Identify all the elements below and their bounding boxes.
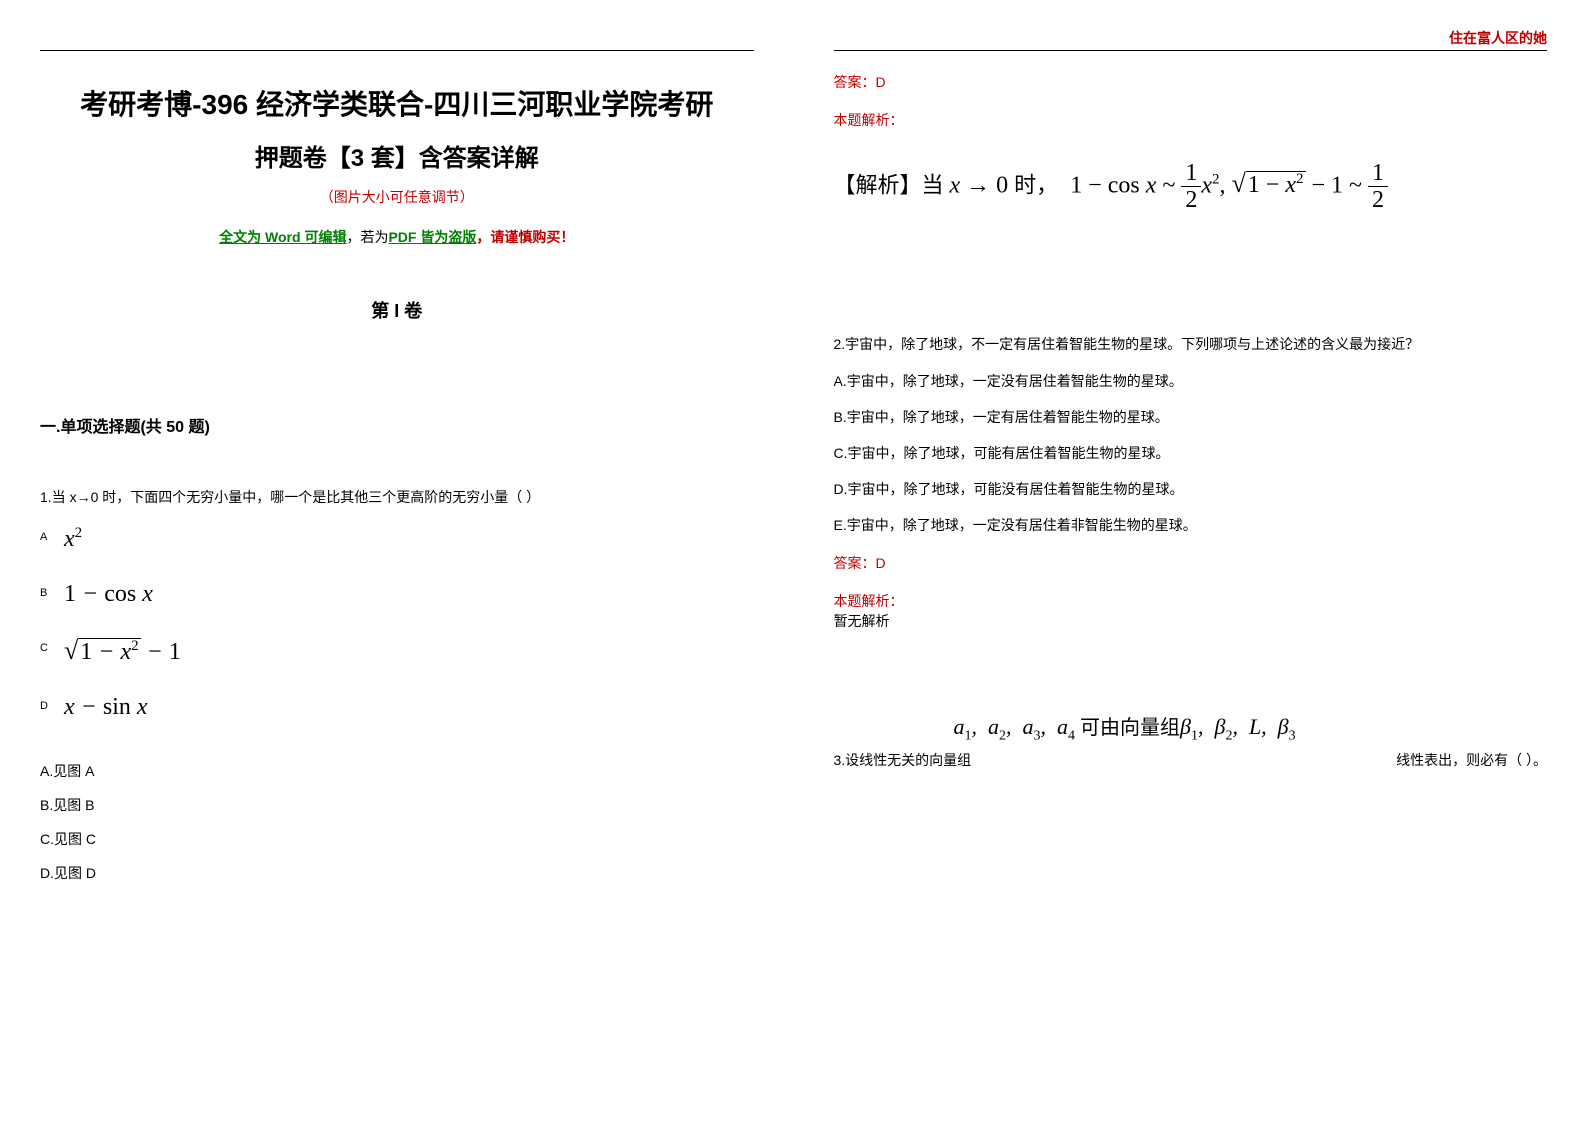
- q1-math-c: √1 − x2 − 1: [64, 636, 181, 666]
- q1-label-a: A: [40, 525, 64, 543]
- q2-opt-e: E.宇宙中，除了地球，一定没有居住着非智能生物的星球。: [834, 515, 1548, 535]
- q2-opt-b: B.宇宙中，除了地球，一定有居住着智能生物的星球。: [834, 407, 1548, 427]
- hint-mid2: ，请谨慎购买！: [476, 229, 574, 245]
- page-container: 考研考博-396 经济学类联合-四川三河职业学院考研 押题卷【3 套】含答案详解…: [0, 0, 1587, 1122]
- q1-option-b: B 1 − cos x: [40, 581, 754, 608]
- q1-textopt-d: D.见图 D: [40, 863, 754, 883]
- q1-option-a: A x2: [40, 525, 754, 553]
- q1-analysis-math: 【解析】当 x → 0 时， 1 − cos x ~ 12x2, √1 − x2…: [834, 160, 1548, 214]
- hint-word: 全文为 Word 可编辑: [219, 229, 346, 245]
- q3-vectors: a1, a2, a3, a4 可由向量组β1, β2, L, β3: [954, 711, 1548, 744]
- q1-stem: 1.当 x→0 时，下面四个无穷小量中，哪一个是比其他三个更高阶的无穷小量（ ）: [40, 487, 754, 507]
- top-rule-right: [834, 50, 1548, 51]
- q1-label-d: D: [40, 694, 64, 712]
- q1-math-a: x2: [64, 525, 82, 553]
- q1-answer: 答案：D: [834, 72, 1548, 92]
- hint-mid1: ，若为: [346, 229, 388, 245]
- q2-answer: 答案：D: [834, 553, 1548, 573]
- q1-label-c: C: [40, 636, 64, 654]
- q1-analysis-label: 本题解析：: [834, 110, 1548, 130]
- q1-label-b: B: [40, 581, 64, 599]
- doc-title-line1: 考研考博-396 经济学类联合-四川三河职业学院考研: [40, 80, 754, 130]
- q2-opt-d: D.宇宙中，除了地球，可能没有居住着智能生物的星球。: [834, 479, 1548, 499]
- volume-label: 第 I 卷: [40, 297, 754, 323]
- q3-vec-cn: 可由向量组: [1075, 717, 1180, 739]
- q2-options: A.宇宙中，除了地球，一定没有居住着智能生物的星球。 B.宇宙中，除了地球，一定…: [834, 371, 1548, 535]
- q2-analysis-none: 暂无解析: [834, 611, 1548, 631]
- q1-option-d: D x − sin x: [40, 694, 754, 721]
- watermark-text: 住在富人区的她: [1449, 28, 1547, 48]
- doc-title-line2: 押题卷【3 套】含答案详解: [40, 138, 754, 173]
- q2-opt-c: C.宇宙中，除了地球，可能有居住着智能生物的星球。: [834, 443, 1548, 463]
- hint-resize: （图片大小可任意调节）: [40, 187, 754, 207]
- hint-pdf: PDF 皆为盗版: [388, 229, 476, 245]
- q1-option-c: C √1 − x2 − 1: [40, 636, 754, 666]
- q3-stem-row: 3.设线性无关的向量组 线性表出，则必有（ ）。: [834, 750, 1548, 770]
- q1-textopt-c: C.见图 C: [40, 829, 754, 849]
- analysis-prefix: 【解析】当: [834, 172, 944, 197]
- q2-opt-a: A.宇宙中，除了地球，一定没有居住着智能生物的星球。: [834, 371, 1548, 391]
- q1-math-d: x − sin x: [64, 694, 148, 721]
- q3-block: a1, a2, a3, a4 可由向量组β1, β2, L, β3 3.设线性无…: [834, 711, 1548, 770]
- q3-stem-left: 3.设线性无关的向量组: [834, 750, 972, 770]
- right-column: 住在富人区的她 答案：D 本题解析： 【解析】当 x → 0 时， 1 − co…: [794, 0, 1587, 1122]
- analysis-mid: 时，: [1014, 172, 1058, 197]
- q2-analysis-label: 本题解析：: [834, 591, 1548, 611]
- q1-textopt-b: B.见图 B: [40, 795, 754, 815]
- q1-math-b: 1 − cos x: [64, 581, 153, 608]
- left-column: 考研考博-396 经济学类联合-四川三河职业学院考研 押题卷【3 套】含答案详解…: [0, 0, 794, 1122]
- q1-text-options: A.见图 A B.见图 B C.见图 C D.见图 D: [40, 761, 754, 883]
- top-rule-left: [40, 50, 754, 51]
- q2-stem: 2.宇宙中，除了地球，不一定有居住着智能生物的星球。下列哪项与上述论述的含义最为…: [834, 334, 1548, 355]
- section-title: 一.单项选择题(共 50 题): [40, 413, 754, 437]
- q3-stem-right: 线性表出，则必有（ ）。: [1396, 750, 1547, 770]
- q1-textopt-a: A.见图 A: [40, 761, 754, 781]
- hint-editable: 全文为 Word 可编辑，若为PDF 皆为盗版，请谨慎购买！: [40, 227, 754, 247]
